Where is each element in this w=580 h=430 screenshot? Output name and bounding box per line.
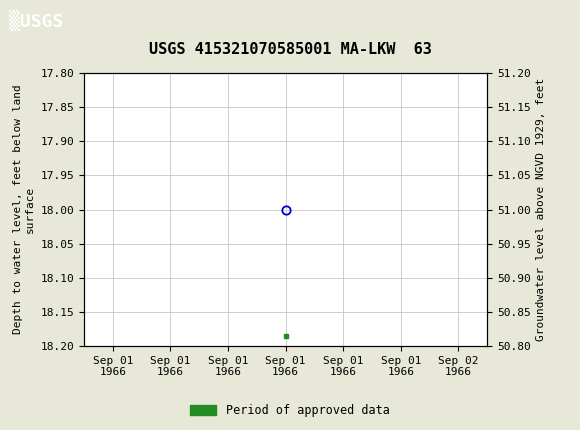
Legend: Period of approved data: Period of approved data [186, 399, 394, 422]
Text: ▒USGS: ▒USGS [9, 9, 63, 31]
Y-axis label: Depth to water level, feet below land
surface: Depth to water level, feet below land su… [13, 85, 35, 335]
Y-axis label: Groundwater level above NGVD 1929, feet: Groundwater level above NGVD 1929, feet [536, 78, 546, 341]
Text: USGS 415321070585001 MA-LKW  63: USGS 415321070585001 MA-LKW 63 [148, 42, 432, 57]
